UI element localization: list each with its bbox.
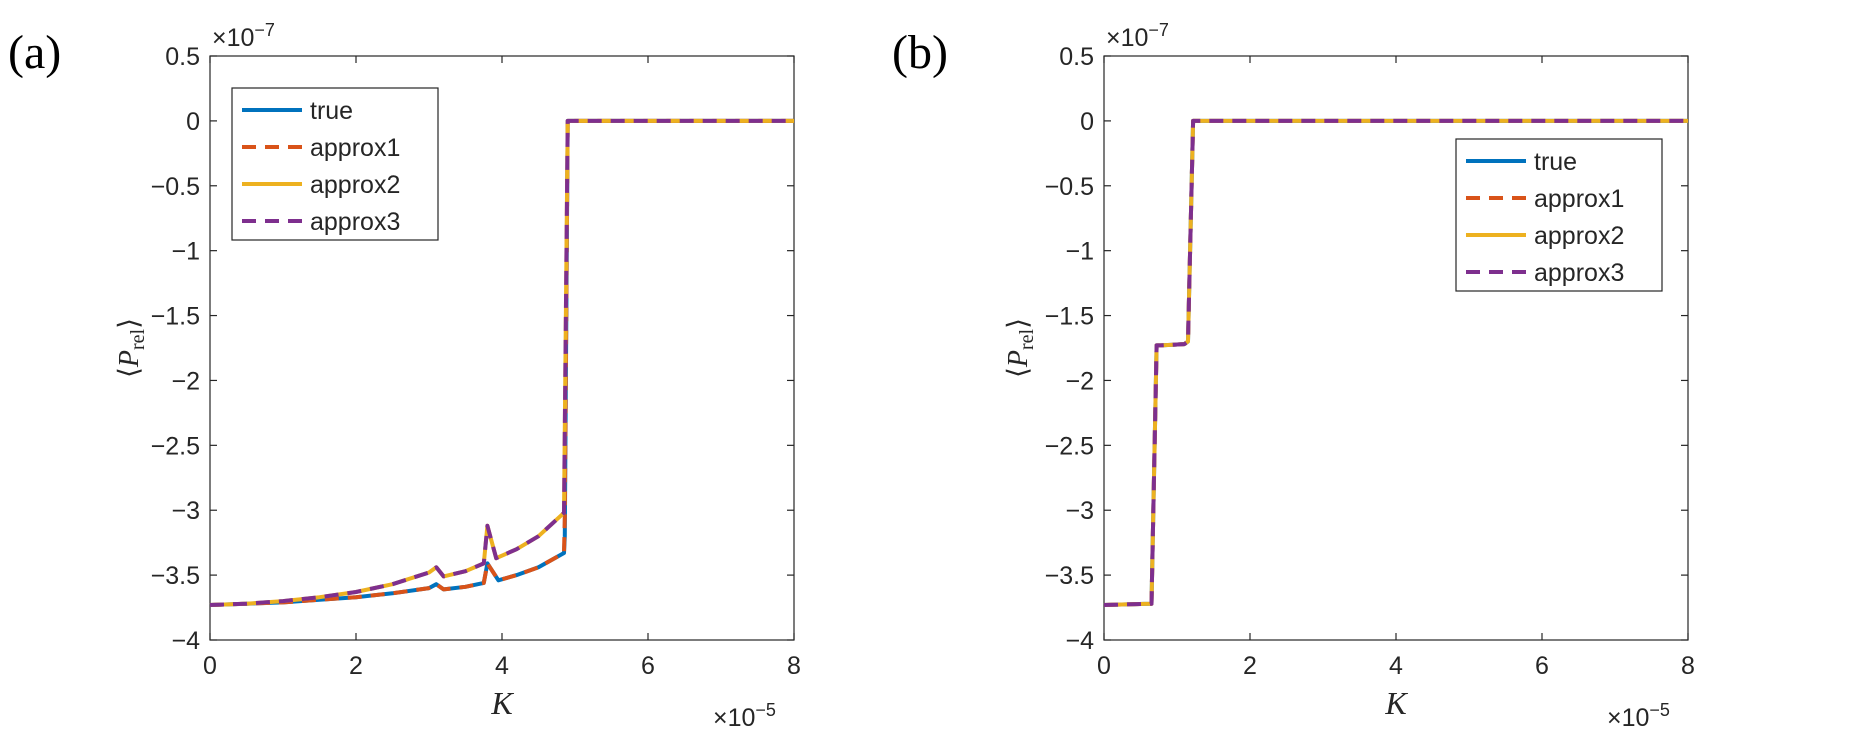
legend-label-true-a: true <box>310 97 353 125</box>
x-tick-label-b: 6 <box>1535 652 1549 680</box>
x-tick-label-b: 2 <box>1243 652 1257 680</box>
legend-label-approx1-b: approx1 <box>1534 185 1624 213</box>
svg-text:⟨Prel⟩: ⟨Prel⟩ <box>114 318 149 378</box>
x-tick-label-a: 6 <box>641 652 655 680</box>
legend-b: true approx1 approx2 approx3 <box>1455 138 1663 292</box>
legend-label-true-b: true <box>1534 148 1577 176</box>
y-tick-label-b: 0.5 <box>1059 43 1094 71</box>
y-tick-label-a: 0.5 <box>165 43 200 71</box>
y-tick-label-a: −3 <box>171 497 200 525</box>
y-tick-label-a: −2 <box>171 367 200 395</box>
x-tick-label-a: 2 <box>349 652 363 680</box>
tick-layer-b: 0 2 4 6 8 −4 −3.5 −3 −2.5 −2 −1.5 −1 −0.5 0 0.5 <box>1045 43 1695 680</box>
y-exponent-a: ×10−7 <box>212 20 275 52</box>
y-tick-label-b: −2.5 <box>1045 432 1094 460</box>
y-tick-label-b: −1.5 <box>1045 303 1094 331</box>
svg-text:⟨Prel⟩: ⟨Prel⟩ <box>1003 318 1038 378</box>
panel-a: (a) 0 2 4 6 8 −4 −3.5 −3 −2.5 −2 −1.5 −1 −0.5 0 0.5 ×1… <box>8 20 801 732</box>
panel-label-b: (b) <box>892 26 948 79</box>
series-layer-a <box>209 118 794 607</box>
y-exponent-b: ×10−7 <box>1106 20 1169 52</box>
x-axis-label-b: K <box>1384 685 1408 721</box>
y-tick-label-b: −1 <box>1065 238 1094 266</box>
series-line-approx3-a <box>209 118 794 607</box>
y-tick-label-b: −3 <box>1065 497 1094 525</box>
legend-a: true approx1 approx2 approx3 <box>231 87 439 241</box>
x-exponent-a: ×10−5 <box>713 700 776 728</box>
tick-layer-a: 0 2 4 6 8 −4 −3.5 −3 −2.5 −2 −1.5 −1 −0.5 0 0.5 <box>151 43 801 680</box>
x-exponent-b: ×10−5 <box>1607 700 1670 728</box>
y-tick-label-b: −3.5 <box>1045 562 1094 590</box>
y-tick-label-a: −1.5 <box>151 303 200 331</box>
legend-label-approx3-b: approx3 <box>1534 259 1624 287</box>
x-tick-label-a: 8 <box>787 652 801 680</box>
y-tick-label-a: −2.5 <box>151 432 200 460</box>
y-axis-label-a: ⟨Prel⟩ <box>114 318 149 378</box>
series-line-approx1-a <box>209 118 794 607</box>
panel-b: (b) 0 2 4 6 8 −4 −3.5 −3 −2.5 −2 −1.5 −1 −0.5 0 0.5 ×1… <box>892 20 1695 732</box>
legend-label-approx2-b: approx2 <box>1534 222 1624 250</box>
legend-box-b <box>1455 138 1663 292</box>
y-tick-label-b: 0 <box>1080 108 1094 136</box>
x-tick-label-a: 0 <box>203 652 217 680</box>
x-tick-label-a: 4 <box>495 652 509 680</box>
series-layer-b <box>1103 118 1688 607</box>
y-tick-label-b: −2 <box>1065 367 1094 395</box>
y-tick-label-a: −0.5 <box>151 173 200 201</box>
legend-label-approx3-a: approx3 <box>310 208 400 236</box>
y-tick-label-a: −4 <box>171 627 200 655</box>
x-tick-label-b: 4 <box>1389 652 1403 680</box>
y-tick-label-a: −1 <box>171 238 200 266</box>
panel-label-a: (a) <box>8 26 61 79</box>
x-axis-label-a: K <box>490 685 514 721</box>
y-tick-label-b: −0.5 <box>1045 173 1094 201</box>
y-tick-label-b: −4 <box>1065 627 1094 655</box>
legend-box-a <box>231 87 439 241</box>
x-tick-label-b: 0 <box>1097 652 1111 680</box>
y-axis-label-b: ⟨Prel⟩ <box>1003 318 1038 378</box>
legend-label-approx1-a: approx1 <box>310 134 400 162</box>
y-tick-label-a: −3.5 <box>151 562 200 590</box>
y-tick-label-a: 0 <box>186 108 200 136</box>
legend-label-approx2-a: approx2 <box>310 171 400 199</box>
series-line-approx2-b <box>1103 118 1688 607</box>
x-tick-label-b: 8 <box>1681 652 1695 680</box>
